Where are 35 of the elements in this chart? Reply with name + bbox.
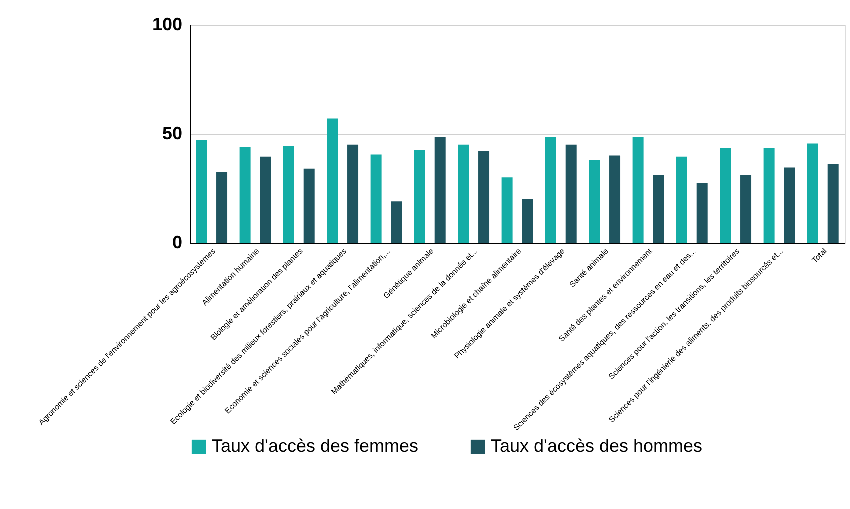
bar	[807, 144, 818, 243]
bar	[632, 137, 644, 243]
bar	[478, 151, 490, 243]
bar	[196, 140, 208, 243]
bar	[589, 160, 600, 243]
bar	[348, 144, 359, 243]
bar	[522, 199, 534, 243]
bar	[304, 168, 315, 243]
bar	[610, 156, 621, 243]
bar	[260, 156, 272, 243]
bar	[370, 154, 382, 243]
bar	[764, 148, 775, 243]
bar	[653, 175, 664, 243]
bar	[784, 168, 796, 243]
bar	[696, 183, 708, 243]
bar	[216, 172, 228, 243]
bar	[391, 202, 402, 243]
bar	[740, 175, 752, 243]
bar	[240, 147, 251, 243]
bar	[414, 150, 426, 243]
bar	[828, 164, 839, 243]
bar	[545, 137, 556, 243]
bar	[676, 156, 688, 243]
bar	[458, 144, 470, 243]
bar	[327, 118, 338, 243]
bar	[720, 148, 732, 243]
bar	[502, 178, 513, 243]
bar	[283, 146, 294, 243]
y-tick-label: 100	[152, 14, 182, 34]
bar	[434, 137, 446, 243]
y-tick-label: 50	[162, 124, 182, 144]
bar	[566, 144, 577, 243]
y-tick-label: 0	[172, 232, 182, 252]
legend-label: Taux d'accès des hommes	[491, 436, 703, 456]
legend-label: Taux d'accès des femmes	[212, 436, 419, 456]
